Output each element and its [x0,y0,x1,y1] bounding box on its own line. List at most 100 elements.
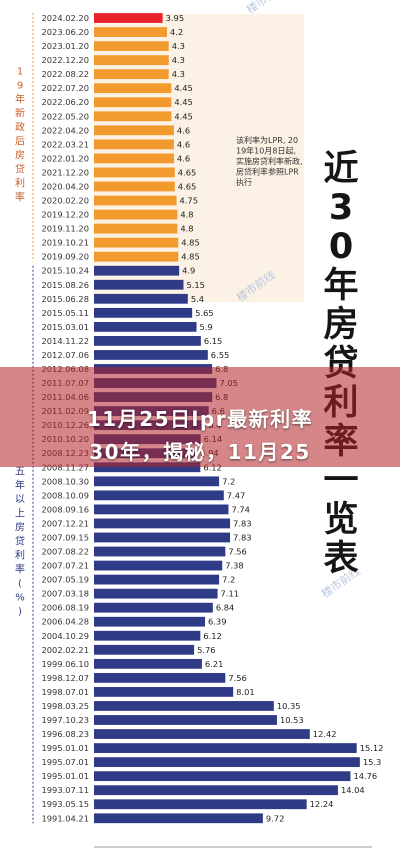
note-text: 该利率为LPR, 20 19年10月8日起,实施房贷利率新政,房贷利率参照LPR 执… [236,135,303,187]
row-label: 2019.09.20 [41,252,89,262]
row-label: 2023.06.20 [41,27,89,37]
row-label: 2022.07.20 [41,83,89,93]
value-label: 4.65 [178,181,196,191]
value-label: 6.12 [203,462,221,472]
bar [94,799,307,810]
row-label: 2007.05.19 [41,575,89,585]
row-label: 2023.01.20 [41,41,89,51]
value-label: 4.3 [172,41,185,51]
row-label: 2008.09.16 [41,504,89,514]
row-label: 2014.11.22 [41,336,89,346]
bar [94,237,179,248]
row-label: 2007.07.21 [41,561,89,571]
row-label: 2015.06.28 [41,294,89,304]
chart-title: 近30年房贷利率一览表 [323,149,358,579]
bar [94,616,206,627]
row-label: 2022.01.20 [41,153,89,163]
row-label: 2015.03.01 [41,322,89,332]
value-label: 7.74 [231,504,249,514]
row-label: 1999.06.10 [41,659,89,669]
bar [94,223,178,234]
chart-title-text: 近30年房贷利率一览表 [323,149,358,579]
row-label: 2022.08.22 [41,69,89,79]
row-label: 1993.05.15 [41,799,89,809]
bar [94,785,338,796]
watermark: 楼市前线 [244,0,288,16]
banner-line-1: 11月25日lpr最新利率 [86,407,314,431]
row-label: 2015.10.24 [41,266,89,276]
bar [94,813,263,824]
bar [94,701,274,711]
bar [94,336,201,346]
bar [94,27,167,37]
value-label: 6.39 [208,617,226,627]
value-label: 4.3 [172,69,185,79]
value-label: 4.85 [181,238,199,248]
value-label: 4.2 [170,27,183,37]
value-label: 5.15 [186,280,204,290]
bar [94,644,195,655]
row-label: 1993.07.11 [41,785,89,795]
bar [94,265,180,276]
value-label: 6.15 [204,336,222,346]
bar [94,546,226,557]
bar [94,476,220,487]
bar [94,560,223,571]
row-label: 2022.12.20 [41,55,89,65]
row-label: 2015.05.11 [41,308,89,318]
value-label: 5.76 [197,645,215,655]
row-label: 2008.10.30 [41,476,89,486]
row-label: 2006.08.19 [41,603,89,613]
row-label: 2022.03.21 [41,139,89,149]
bar [94,55,169,66]
bar [94,771,351,782]
value-label: 9.72 [266,813,284,823]
row-label: 2019.10.21 [41,238,89,248]
value-label: 7.2 [222,575,235,585]
row-label: 2008.11.27 [41,462,89,472]
value-label: 12.24 [310,799,334,809]
bar [94,251,179,262]
row-label: 2021.12.20 [41,167,89,177]
value-label: 10.53 [280,715,304,725]
row-label: 2007.08.22 [41,547,89,557]
value-label: 5.9 [200,322,213,332]
overlay-banner: 11月25日lpr最新利率 30年，揭秘，11月25 [0,367,400,467]
bar [94,490,224,501]
bar [94,97,172,108]
note-label: 该利率为LPR, 20 19年10月8日起,实施房贷利率新政,房贷利率参照LPR 执… [236,135,303,187]
row-label: 2019.11.20 [41,224,89,234]
value-label: 7.47 [227,490,245,500]
row-label: 2022.05.20 [41,111,89,121]
row-label: 1998.12.07 [41,673,89,683]
value-label: 6.21 [205,659,223,669]
bar [94,687,234,697]
bar [94,153,174,164]
value-label: 7.83 [233,518,251,528]
row-label: 1995.01.01 [41,771,89,781]
bar [94,462,201,473]
bar [94,41,169,51]
value-label: 14.76 [353,771,377,781]
row-label: 1991.04.21 [41,813,89,823]
value-label: 4.85 [181,252,199,262]
row-label: 2008.10.09 [41,490,89,500]
value-label: 14.04 [341,785,365,795]
row-label: 1998.03.25 [41,701,89,711]
value-label: 5.65 [195,308,213,318]
value-label: 15.3 [363,757,381,767]
row-label: 2024.02.20 [41,13,89,23]
bar [94,125,174,136]
bar [94,630,201,641]
bar [94,729,310,739]
value-label: 12.42 [313,729,337,739]
row-label: 2004.10.29 [41,631,89,641]
bar [94,602,213,613]
value-label: 7.56 [228,547,246,557]
bar [94,307,193,318]
row-label: 1995.07.01 [41,757,89,767]
row-label: 2002.02.21 [41,645,89,655]
bar [94,83,172,94]
bar [94,13,163,23]
